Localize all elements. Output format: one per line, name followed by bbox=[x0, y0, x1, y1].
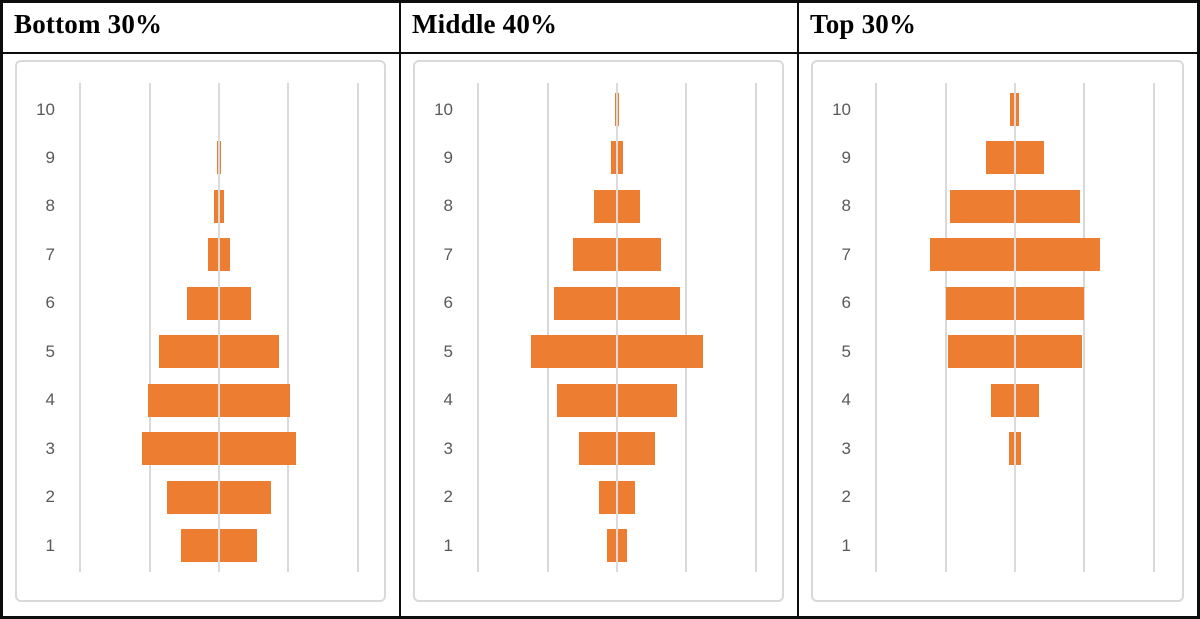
center-axis-line bbox=[1014, 83, 1016, 572]
y-tick-label-decile-7: 7 bbox=[45, 244, 55, 264]
bar-chart-middle-40: 10 9 8 7 6 5 4 3 2 1 bbox=[413, 60, 784, 602]
y-tick-label-decile-7: 7 bbox=[443, 244, 453, 264]
y-tick-label-decile-8: 8 bbox=[841, 196, 851, 216]
vertical-gridline bbox=[148, 83, 151, 572]
panel-header-bottom-30: Bottom 30% bbox=[3, 3, 401, 54]
y-tick-label-decile-2: 2 bbox=[443, 487, 453, 507]
vertical-gridline bbox=[875, 83, 878, 572]
vertical-gridline bbox=[79, 83, 82, 572]
y-tick-label-decile-9: 9 bbox=[45, 147, 55, 167]
panel-chart-bottom-30: 10 9 8 7 6 5 4 3 2 1 bbox=[3, 54, 401, 616]
y-tick-label-decile-9: 9 bbox=[443, 147, 453, 167]
vertical-gridline bbox=[754, 83, 757, 572]
y-tick-label-decile-4: 4 bbox=[443, 390, 453, 410]
y-tick-label-decile-7: 7 bbox=[841, 244, 851, 264]
y-tick-label-decile-3: 3 bbox=[45, 438, 55, 458]
panel-chart-middle-40: 10 9 8 7 6 5 4 3 2 1 bbox=[401, 54, 799, 616]
vertical-gridline bbox=[477, 83, 480, 572]
y-tick-label-decile-3: 3 bbox=[841, 438, 851, 458]
y-tick-label-decile-6: 6 bbox=[443, 293, 453, 313]
y-tick-label-decile-2: 2 bbox=[45, 487, 55, 507]
y-tick-label-decile-8: 8 bbox=[443, 196, 453, 216]
panel-title-middle-40: Middle 40% bbox=[412, 9, 558, 39]
panel-chart-top-30: 10 9 8 7 6 5 4 3 2 1 bbox=[799, 54, 1197, 616]
panel-title-top-30: Top 30% bbox=[810, 9, 917, 39]
y-tick-label-decile-5: 5 bbox=[45, 341, 55, 361]
y-tick-label-decile-5: 5 bbox=[443, 341, 453, 361]
y-tick-label-decile-1: 1 bbox=[443, 535, 453, 555]
panel-header-top-30: Top 30% bbox=[799, 3, 1197, 54]
panel-header-middle-40: Middle 40% bbox=[401, 3, 799, 54]
center-axis-line bbox=[616, 83, 618, 572]
y-tick-label-decile-3: 3 bbox=[443, 438, 453, 458]
y-tick-label-decile-1: 1 bbox=[841, 535, 851, 555]
y-tick-label-decile-1: 1 bbox=[45, 535, 55, 555]
y-tick-label-decile-4: 4 bbox=[841, 390, 851, 410]
vertical-gridline bbox=[287, 83, 290, 572]
vertical-gridline bbox=[685, 83, 688, 572]
y-tick-label-decile-10: 10 bbox=[36, 99, 55, 119]
vertical-gridline bbox=[546, 83, 549, 572]
center-axis-line bbox=[218, 83, 220, 572]
bar-chart-top-30: 10 9 8 7 6 5 4 3 2 1 bbox=[811, 60, 1184, 602]
y-tick-label-decile-10: 10 bbox=[434, 99, 453, 119]
y-tick-label-decile-8: 8 bbox=[45, 196, 55, 216]
y-tick-label-decile-9: 9 bbox=[841, 147, 851, 167]
y-tick-label-decile-10: 10 bbox=[832, 99, 851, 119]
vertical-gridline bbox=[356, 83, 359, 572]
y-tick-label-decile-6: 6 bbox=[841, 293, 851, 313]
vertical-gridline bbox=[1152, 83, 1155, 572]
y-tick-label-decile-2: 2 bbox=[841, 487, 851, 507]
bar-chart-bottom-30: 10 9 8 7 6 5 4 3 2 1 bbox=[15, 60, 386, 602]
y-tick-label-decile-5: 5 bbox=[841, 341, 851, 361]
y-tick-label-decile-6: 6 bbox=[45, 293, 55, 313]
panel-title-bottom-30: Bottom 30% bbox=[14, 9, 163, 39]
vertical-gridline bbox=[1083, 83, 1086, 572]
vertical-gridline bbox=[944, 83, 947, 572]
y-tick-label-decile-4: 4 bbox=[45, 390, 55, 410]
